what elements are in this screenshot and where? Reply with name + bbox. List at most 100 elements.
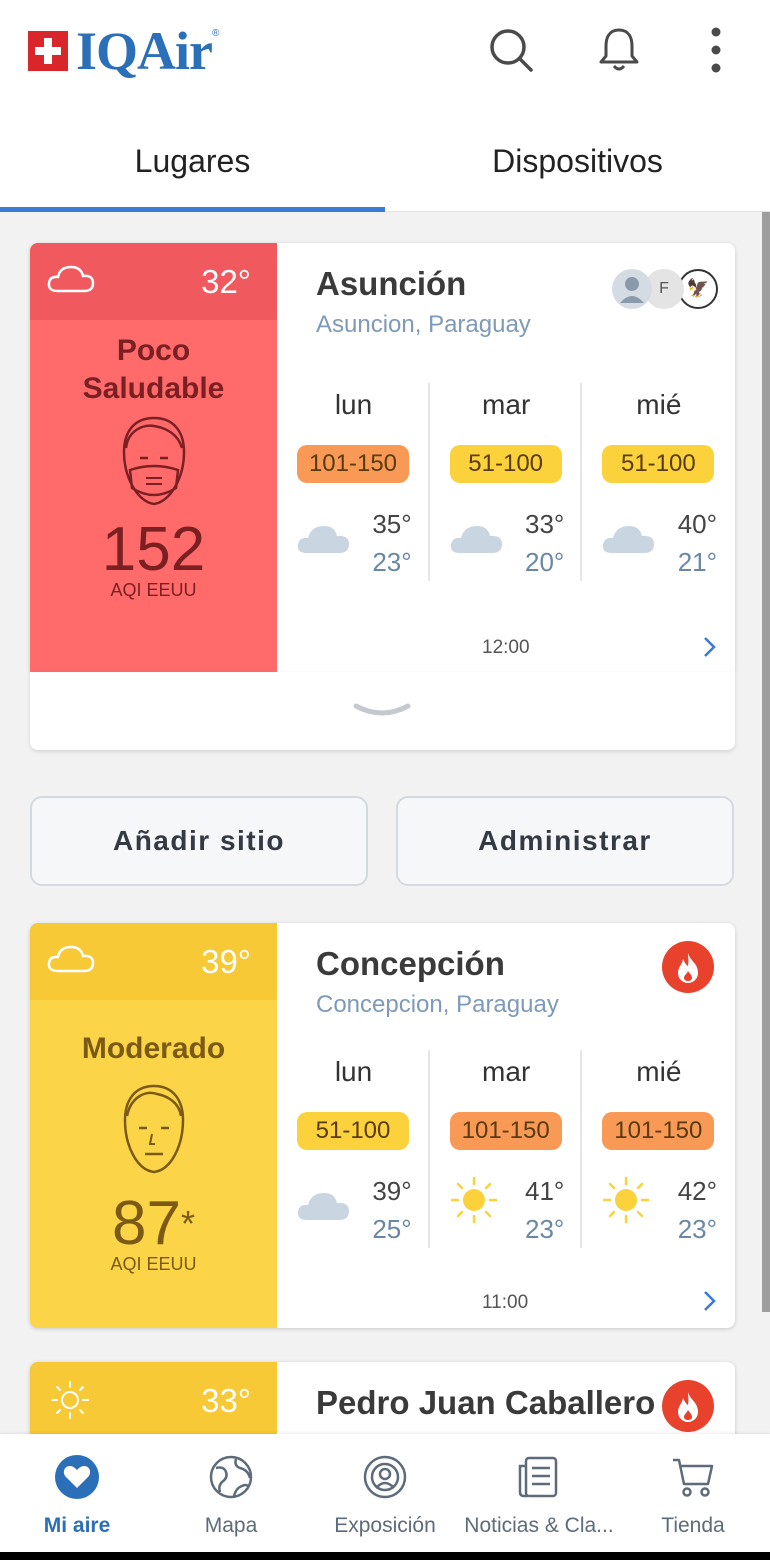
forecast: lun 101-150 35° 23° mar 51-100 33° 20° m…	[277, 383, 735, 583]
scrollbar[interactable]	[762, 212, 770, 1312]
sun-icon	[450, 1176, 497, 1224]
temp-high: 33°	[525, 509, 565, 539]
current-temperature: 33°	[201, 1382, 251, 1419]
aqi-range-badge: 51-100	[297, 1112, 409, 1150]
aqi-range-badge: 51-100	[602, 445, 715, 483]
fire-icon[interactable]	[662, 1380, 714, 1432]
aqi-range-badge: 101-150	[602, 1112, 715, 1150]
nav-noticias[interactable]: Noticias & Cla...	[462, 1434, 616, 1552]
sun-icon	[51, 1381, 89, 1419]
forecast-day-name: mié	[636, 1056, 682, 1087]
add-place-button[interactable]: Añadir sitio	[30, 796, 368, 886]
cart-icon	[673, 1458, 714, 1497]
temp-high: 40°	[677, 509, 718, 539]
temp-high: 39°	[372, 1176, 412, 1206]
tab-dispositivos[interactable]: Dispositivos	[492, 143, 663, 179]
cloud-icon	[603, 526, 655, 553]
forecast-day: mié 51-100 40° 21°	[582, 383, 735, 583]
nav-tienda[interactable]: Tienda	[616, 1434, 770, 1552]
swiss-flag-icon	[28, 31, 68, 71]
forecast-day: mar 51-100 33° 20°	[430, 383, 583, 583]
aqi-status: Poco Saludable	[82, 334, 225, 405]
registered-mark: ®	[212, 28, 220, 39]
more-vert-icon[interactable]	[692, 26, 740, 74]
forecast-day-name: mié	[636, 389, 682, 420]
location-region: Asuncion, Paraguay	[316, 311, 531, 338]
nav-label: Mapa	[204, 1514, 258, 1537]
cloud-icon	[450, 526, 502, 553]
nav-exposicion[interactable]: Exposición	[308, 1434, 462, 1552]
nav-label: Noticias & Cla...	[464, 1514, 614, 1537]
manage-button[interactable]: Administrar	[396, 796, 734, 886]
bottom-navigation: Mi aire Mapa Exposición Noticias & Cla..…	[0, 1434, 770, 1552]
forecast-day-name: lun	[334, 389, 373, 420]
nav-label: Tienda	[661, 1514, 725, 1537]
temp-low: 23°	[677, 1214, 718, 1244]
card-expander[interactable]	[30, 672, 735, 750]
temp-low: 23°	[525, 1214, 565, 1244]
forecast: lun 51-100 39° 25° mar 101-150 41° 23° m	[277, 1050, 735, 1250]
forecast-day: lun 101-150 35° 23°	[277, 383, 430, 583]
aqi-range-badge: 101-150	[449, 1112, 562, 1150]
aqi-value: 152	[101, 515, 206, 584]
chevron-right-icon[interactable]	[702, 1289, 718, 1313]
exposure-icon	[363, 1455, 407, 1499]
logo-text: IQAir	[76, 21, 213, 81]
app-header: IQAir ® Lugares Dispositivos	[0, 0, 770, 212]
aqi-unit: AQI EEUU	[110, 580, 197, 600]
aqi-panel: 39° Moderado 87* AQI EEUU	[30, 923, 277, 1328]
globe-icon	[209, 1455, 253, 1499]
location-region: Concepcion, Paraguay	[316, 991, 559, 1018]
temp-low: 25°	[372, 1214, 412, 1244]
update-time: 12:00	[482, 637, 530, 658]
aqi-unit: AQI EEUU	[110, 1254, 197, 1274]
cloud-icon	[297, 526, 349, 553]
heart-icon	[55, 1455, 99, 1499]
temp-high: 42°	[677, 1176, 718, 1206]
cloud-icon	[47, 265, 95, 293]
forecast-day-name: mar	[482, 1056, 531, 1087]
location-card-asuncion[interactable]: 32° Poco Saludable 152 AQI EEUU Asunción…	[30, 243, 735, 672]
location-card-concepcion[interactable]: 39° Moderado 87* AQI EEUU Concepción Con…	[30, 923, 735, 1328]
location-name: Concepción	[316, 945, 505, 982]
location-name: Pedro Juan Caballero	[316, 1384, 656, 1421]
forecast-day-name: lun	[334, 1056, 373, 1087]
aqi-panel-top: 39°	[30, 923, 277, 1000]
temp-low: 21°	[677, 547, 718, 577]
face-mask-icon	[122, 416, 185, 506]
update-time: 11:00	[482, 1292, 529, 1313]
chevron-down-icon[interactable]	[353, 702, 411, 722]
forecast-day: mié 101-150 42° 23°	[582, 1050, 735, 1250]
aqi-panel-top: 33°	[30, 1362, 277, 1439]
aqi-status: Moderado	[81, 1032, 226, 1065]
aqi-value: 87*	[112, 1189, 195, 1258]
cloud-icon	[297, 1193, 349, 1220]
nav-mapa[interactable]: Mapa	[154, 1434, 308, 1552]
current-temperature: 39°	[201, 943, 251, 980]
nav-label: Exposición	[334, 1514, 436, 1537]
temp-low: 20°	[525, 547, 565, 577]
forecast-day: lun 51-100 39° 25°	[277, 1050, 430, 1250]
chevron-right-icon[interactable]	[702, 635, 718, 659]
face-icon	[123, 1084, 184, 1174]
cloud-icon	[47, 945, 95, 973]
aqi-range-badge: 101-150	[297, 445, 409, 483]
data-sources[interactable]: 🦅 F	[612, 269, 718, 311]
aqi-panel-top: 32°	[30, 243, 277, 320]
temp-high: 35°	[372, 509, 412, 539]
tab-bar: Lugares Dispositivos	[0, 112, 770, 212]
tab-lugares[interactable]: Lugares	[0, 112, 385, 212]
location-name: Asunción	[316, 265, 467, 302]
fire-icon[interactable]	[662, 941, 714, 993]
forecast-day-name: mar	[482, 389, 531, 420]
nav-mi-aire[interactable]: Mi aire	[0, 1434, 154, 1552]
search-icon[interactable]	[486, 26, 534, 74]
system-bar	[0, 1552, 770, 1560]
user-avatar-icon	[612, 269, 652, 309]
current-temperature: 32°	[201, 263, 251, 300]
bell-icon[interactable]	[595, 26, 643, 74]
nav-label: Mi aire	[43, 1514, 111, 1537]
aqi-panel: 32° Poco Saludable 152 AQI EEUU	[30, 243, 277, 672]
iqair-logo: IQAir ®	[28, 24, 219, 78]
aqi-range-badge: 51-100	[449, 445, 562, 483]
